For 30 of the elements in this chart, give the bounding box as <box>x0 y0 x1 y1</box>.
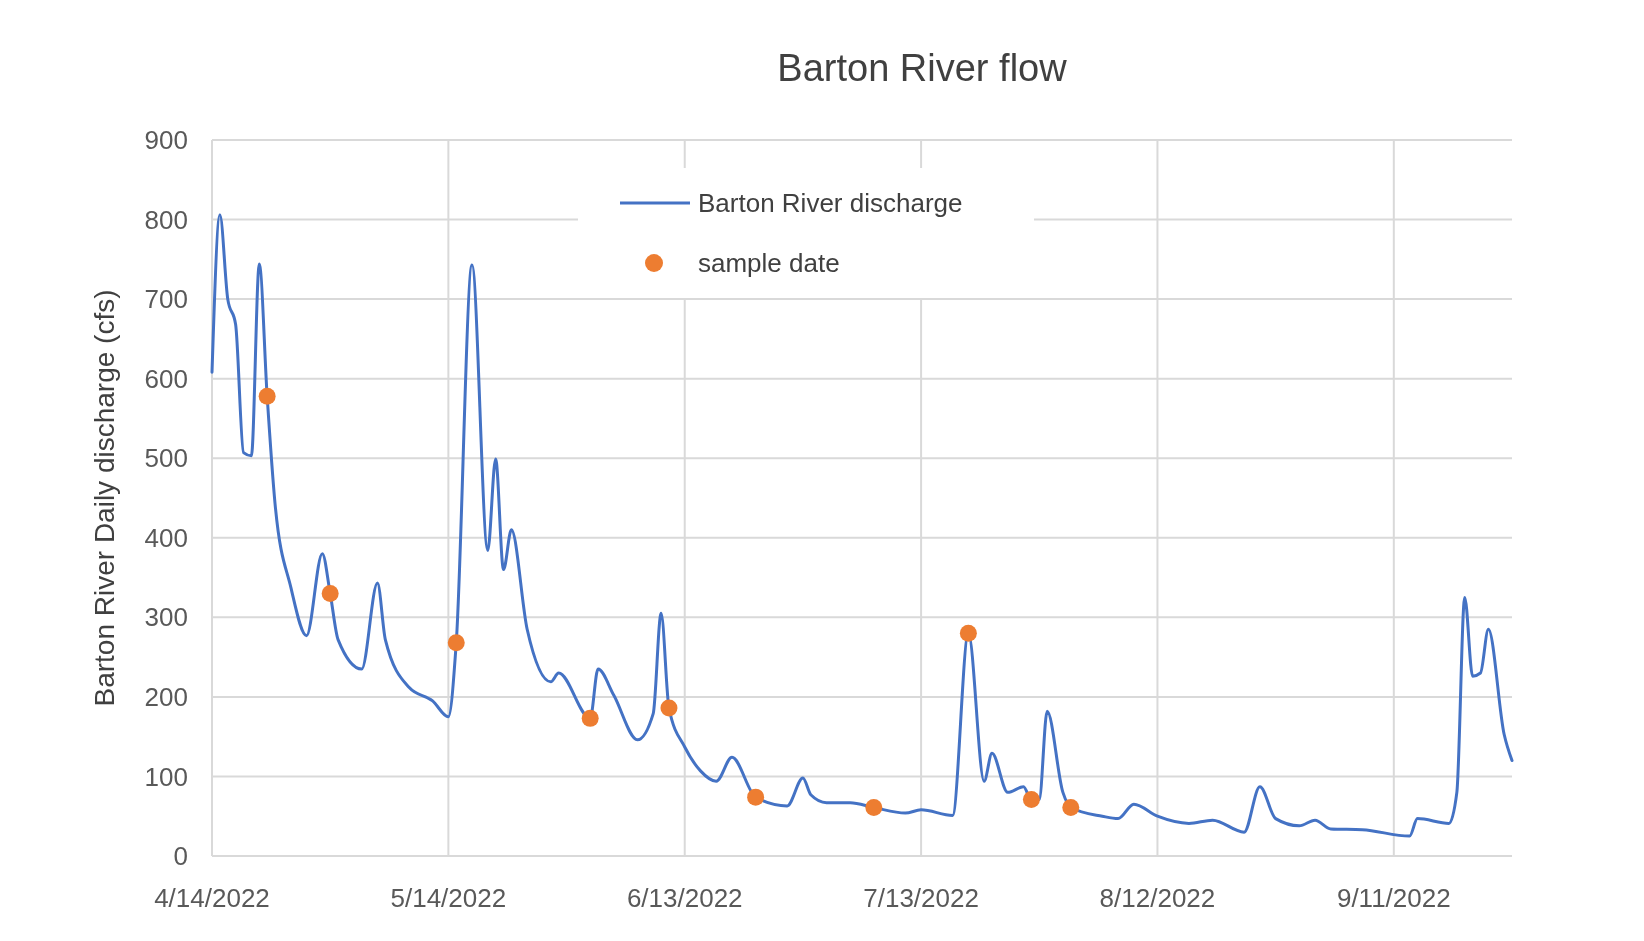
y-tick-label: 400 <box>144 522 188 553</box>
y-tick-label: 600 <box>144 363 188 394</box>
y-tick-label: 300 <box>144 602 188 633</box>
x-tick-label: 8/12/2022 <box>1099 883 1216 914</box>
y-tick-label: 100 <box>144 761 188 792</box>
y-tick-label: 800 <box>144 204 188 235</box>
y-tick-label: 0 <box>173 841 188 872</box>
y-tick-label: 200 <box>144 681 188 712</box>
point <box>581 709 599 727</box>
x-tick-label: 5/14/2022 <box>390 883 507 914</box>
point <box>258 387 276 405</box>
point <box>747 788 765 806</box>
y-tick-label: 500 <box>144 443 188 474</box>
y-tick-label: 900 <box>144 125 188 156</box>
point <box>1062 798 1080 816</box>
point <box>1022 791 1040 809</box>
x-tick-label: 9/11/2022 <box>1336 883 1451 914</box>
legend-label: Barton River discharge <box>698 188 963 219</box>
y-tick-label: 700 <box>144 284 188 315</box>
point <box>321 584 339 602</box>
point <box>660 699 678 717</box>
y-axis-title: Barton River Daily discharge (cfs) <box>88 289 120 707</box>
x-tick-label: 7/13/2022 <box>863 883 979 914</box>
point <box>959 624 977 642</box>
x-tick-label: 6/13/2022 <box>626 883 743 914</box>
chart-title: Barton River flow <box>777 47 1068 90</box>
x-tick-label: 4/14/2022 <box>154 883 270 914</box>
point <box>865 798 883 816</box>
legend-label: sample date <box>698 248 840 279</box>
point <box>447 634 465 652</box>
